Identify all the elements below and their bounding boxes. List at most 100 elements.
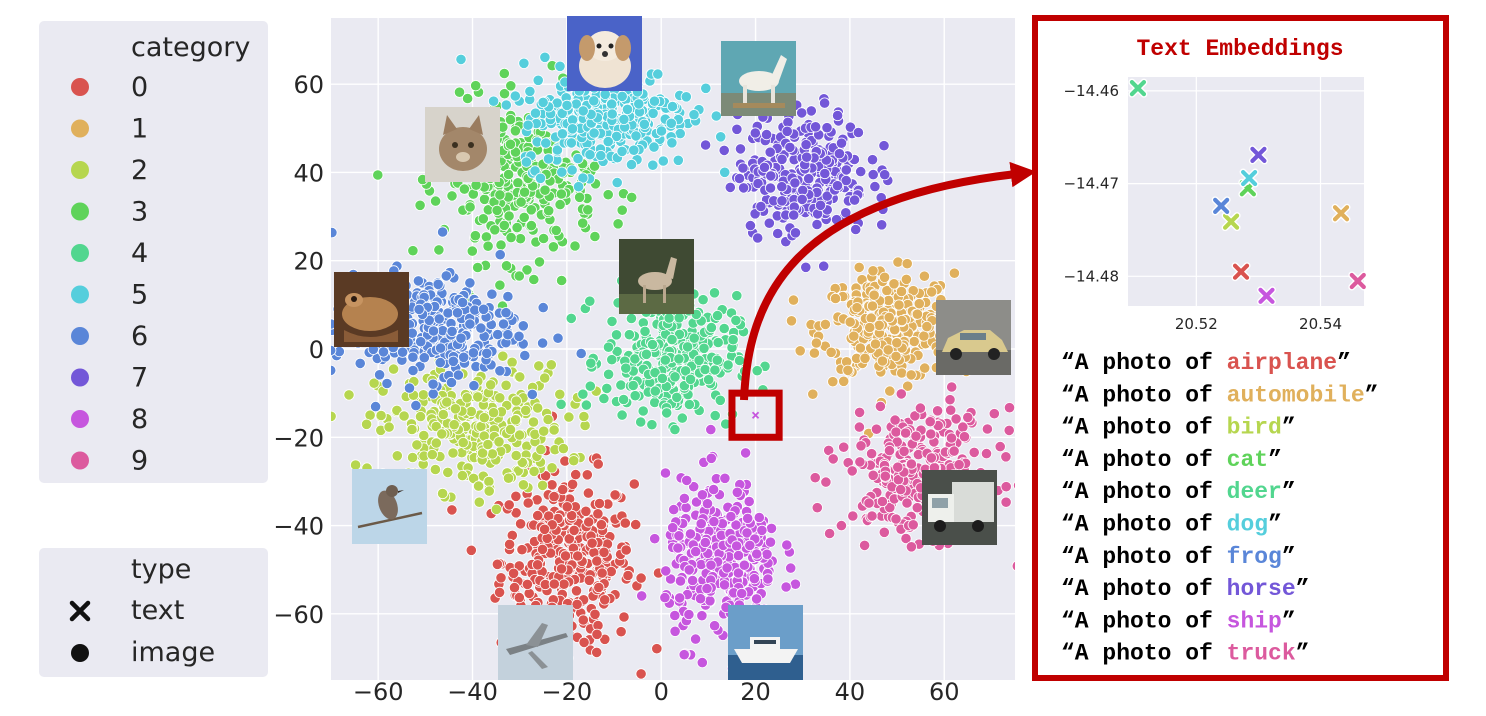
main-y-tick-1: 40 [293,159,324,187]
point-8-329 [736,587,748,600]
point-8-272 [696,610,708,622]
point-4-310 [684,373,697,385]
point-0-177 [591,646,603,659]
point-8-205 [674,592,686,604]
horse-thumbnail [721,41,796,116]
type-legend-text-row: text [69,595,184,626]
point-2-86 [554,388,566,400]
point-4-247 [698,342,710,354]
point-0-378 [593,497,606,510]
point-3-183 [589,230,601,243]
type-legend-frame [39,548,268,677]
point-5-260 [666,137,678,149]
point-5-309 [577,105,589,117]
point-8-254 [743,495,755,508]
point-2-212 [528,465,540,477]
point-3-169 [478,193,491,205]
legend-marker-3 [71,202,89,221]
point-1-88 [918,270,931,282]
point-5-37 [487,95,500,107]
truck-thumbnail [922,470,997,545]
point-4-299 [617,393,630,406]
point-9-132 [944,394,956,406]
inset-x-tick-1: 20.54 [1299,315,1342,333]
point-6-117 [464,277,476,289]
prompt-prefix: “A photo of [1061,512,1227,538]
point-3-177 [514,233,527,245]
point-0-218 [630,518,642,531]
inset-y-tick-2: −14.48 [1063,267,1119,285]
airplane-thumbnail [498,605,573,680]
point-3-297 [469,230,481,242]
point-9-48 [811,502,823,514]
point-4-298 [709,409,721,422]
legend-label-8: 8 [131,404,148,435]
prompt-suffix: ” [1337,350,1351,376]
circle-marker-icon [71,644,89,662]
point-7-242 [821,122,833,134]
point-5-195 [556,166,568,178]
main-x-tick-5: 40 [835,678,866,706]
point-2-296 [448,419,460,431]
point-6-163 [407,364,419,377]
point-8-241 [678,492,691,504]
point-1-203 [888,278,900,290]
point-8-103 [680,501,692,514]
point-6-129 [517,320,529,332]
point-5-106 [611,177,623,189]
point-5-142 [529,107,542,119]
point-3-320 [503,210,515,222]
point-1-191 [948,267,961,279]
main-y-tick-5: −40 [273,513,324,541]
point-3-242 [512,177,524,189]
point-0-219 [493,586,506,599]
point-9-310 [907,519,919,531]
point-7-254 [776,195,788,207]
type-legend-label-text: text [131,595,184,626]
point-5-295 [534,172,547,184]
point-1-63 [808,347,821,359]
inset-y-tick-0: −14.46 [1063,82,1119,100]
point-3-121 [525,220,538,232]
point-8-338 [751,548,763,560]
point-3-255 [577,217,589,229]
series-2 [331,350,602,515]
point-2-214 [520,404,532,416]
point-7-236 [772,227,784,240]
prompt-prefix: “A photo of [1061,479,1227,505]
point-6-44 [494,249,506,261]
point-1-156 [853,261,865,273]
category-legend-items: 0 1 2 3 4 5 6 7 8 9 [71,72,148,477]
point-7-283 [800,139,812,151]
point-5-154 [455,53,467,66]
point-1-246 [908,335,920,348]
type-legend-image-row: image [71,637,215,668]
main-y-tick-labels: 60 40 20 0 −20 −40 −60 [273,71,324,629]
point-0-333 [596,567,608,579]
point-1-85 [787,294,800,306]
point-4-313 [623,329,636,341]
point-7-295 [764,182,777,194]
point-6-322 [434,342,447,354]
point-4-314 [702,374,715,386]
point-7-108 [724,181,736,193]
point-9-295 [948,445,960,457]
prompt-suffix: ” [1282,608,1296,634]
point-0-334 [592,508,604,520]
point-9-179 [863,497,875,509]
prompt-class-word: bird [1227,415,1282,441]
point-3-96 [433,244,445,256]
frog-thumbnail [334,272,409,347]
prompt-suffix: ” [1268,447,1282,473]
point-1-297 [819,318,832,330]
point-3-327 [555,188,568,200]
point-4-88 [577,388,589,400]
point-4-286 [585,357,597,369]
point-5-239 [566,164,578,176]
text-embedding-7 [1248,145,1268,165]
point-9-223 [980,447,993,460]
point-1-296 [851,302,863,314]
point-5-264 [537,96,549,109]
point-2-281 [331,410,337,422]
point-5-229 [500,99,512,111]
